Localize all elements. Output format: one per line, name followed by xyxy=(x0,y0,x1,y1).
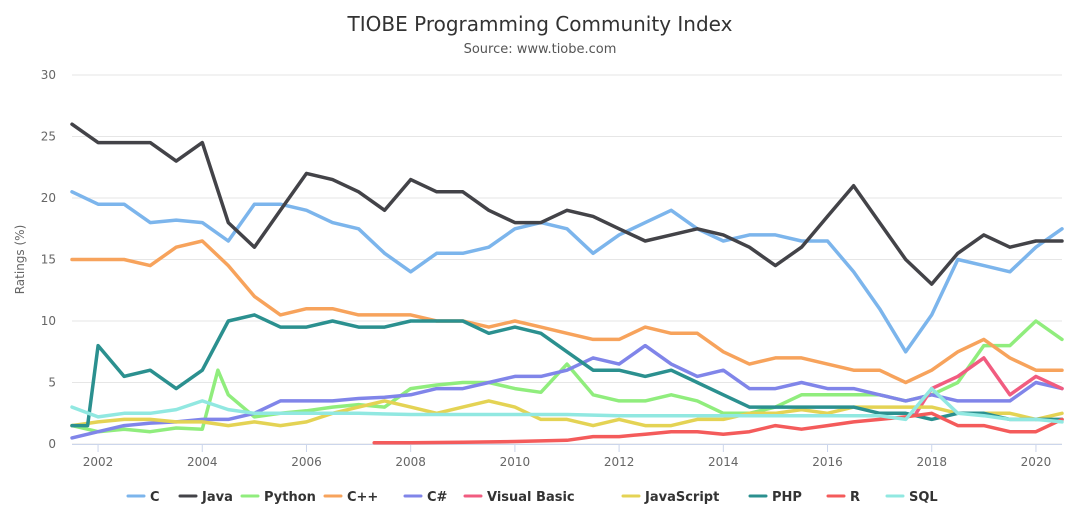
y-tick-label: 30 xyxy=(41,68,56,82)
legend-item[interactable]: R xyxy=(826,490,860,505)
chart-subtitle: Source: www.tiobe.com xyxy=(463,42,617,57)
legend: C Java Python C++ C# Visual Basic JavaScript PH… xyxy=(126,490,938,505)
x-tick-label: 2020 xyxy=(1021,455,1052,469)
legend-item[interactable]: C xyxy=(126,490,160,505)
y-tick-label: 20 xyxy=(41,191,56,205)
x-tick-label: 2002 xyxy=(83,455,114,469)
x-tick-label: 2012 xyxy=(604,455,635,469)
axes: 0 5 10 15 20 25 30 2002 2004 2006 2008 2010 2012 2014… xyxy=(13,68,1062,469)
legend-item[interactable]: JavaScript xyxy=(621,490,719,505)
x-tick-label: 2004 xyxy=(187,455,218,469)
legend-item[interactable]: PHP xyxy=(748,490,802,505)
series-line-c xyxy=(70,190,1064,354)
legend-item[interactable]: C# xyxy=(403,490,448,505)
y-tick-label: 0 xyxy=(48,437,56,451)
series-line-r xyxy=(372,411,1064,445)
legend-item[interactable]: SQL xyxy=(885,490,938,505)
legend-label: C# xyxy=(427,490,448,505)
legend-label: C xyxy=(150,490,160,505)
legend-label: PHP xyxy=(772,490,802,505)
series-line-php xyxy=(70,313,1064,428)
legend-label: C++ xyxy=(347,490,378,505)
x-tick-label: 2014 xyxy=(708,455,739,469)
legend-label: Java xyxy=(201,490,233,505)
series-line-c- xyxy=(70,343,1064,440)
x-tick-label: 2016 xyxy=(812,455,843,469)
legend-item[interactable]: Java xyxy=(178,490,233,505)
y-tick-label: 10 xyxy=(41,314,56,328)
legend-item[interactable]: Visual Basic xyxy=(463,490,575,505)
legend-label: Python xyxy=(264,490,316,505)
x-tick-label: 2018 xyxy=(916,455,947,469)
y-tick-label: 25 xyxy=(41,130,56,144)
legend-label: Visual Basic xyxy=(487,490,575,505)
legend-item[interactable]: C++ xyxy=(323,490,378,505)
series-lines xyxy=(70,122,1064,445)
legend-label: SQL xyxy=(909,490,938,505)
legend-label: JavaScript xyxy=(644,490,719,505)
legend-label: R xyxy=(850,490,860,505)
x-tick-label: 2006 xyxy=(291,455,322,469)
x-tick-label: 2010 xyxy=(500,455,531,469)
series-line-javascript xyxy=(70,399,1064,428)
y-tick-label: 5 xyxy=(48,376,56,390)
legend-item[interactable]: Python xyxy=(240,490,316,505)
y-axis-title: Ratings (%) xyxy=(13,225,27,295)
series-line-c- xyxy=(70,239,1064,385)
y-tick-label: 15 xyxy=(41,253,56,267)
series-line-sql xyxy=(70,386,1064,424)
x-tick-label: 2008 xyxy=(395,455,426,469)
series-line-java xyxy=(70,122,1064,286)
chart-title: TIOBE Programming Community Index xyxy=(347,12,733,36)
